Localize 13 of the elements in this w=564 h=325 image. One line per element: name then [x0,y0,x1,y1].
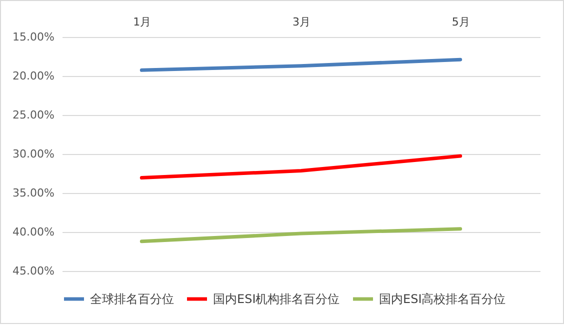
x-tick-label: 1月 [133,16,152,28]
y-tick-label: 30.00% [12,148,54,160]
y-tick-label: 25.00% [12,108,54,122]
x-tick-label: 5月 [452,16,470,28]
legend-label: 国内ESI高校排名百分位 [379,292,506,306]
legend-label: 国内ESI机构排名百分位 [213,292,340,306]
y-tick-label: 45.00% [12,264,54,278]
y-tick-label: 15.00% [12,30,54,44]
y-tick-label: 35.00% [12,186,54,200]
y-tick-label: 20.00% [12,70,54,82]
x-tick-label: 3月 [292,16,310,28]
y-tick-label: 40.00% [12,226,54,238]
legend-label: 全球排名百分位 [90,292,174,306]
